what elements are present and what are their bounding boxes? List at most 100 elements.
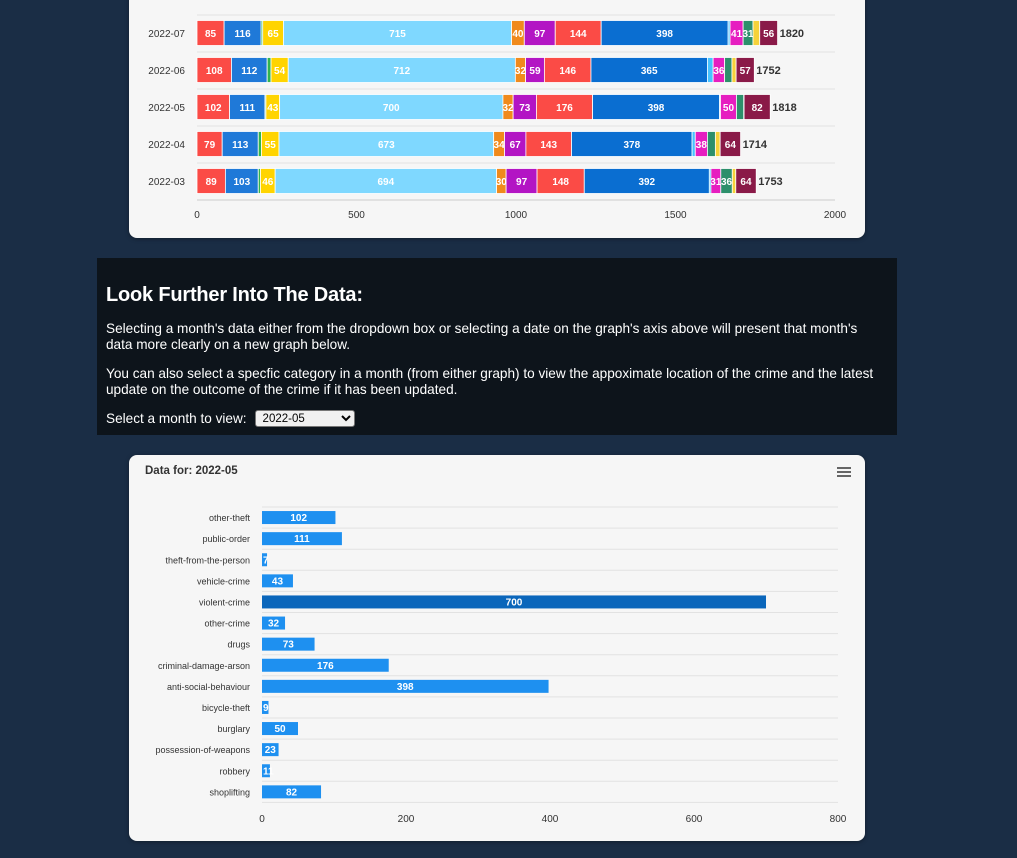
stacked-bar-segment[interactable] <box>590 57 708 83</box>
data-label: 89 <box>206 177 218 188</box>
category-bar[interactable] <box>262 658 389 672</box>
total-label: 1752 <box>756 65 780 77</box>
stacked-bar-segment[interactable] <box>196 20 225 46</box>
section-heading: Look Further Into The Data: <box>106 284 363 306</box>
stacked-bar-segment[interactable] <box>231 57 268 83</box>
x-tick-label: 1500 <box>664 210 687 221</box>
month-select[interactable]: 2022-05 <box>254 410 355 427</box>
instructions-paragraph-2: You can also select a specfic category i… <box>106 366 874 397</box>
stacked-bar-segment[interactable] <box>583 168 710 194</box>
data-label: 64 <box>725 140 737 151</box>
data-label: 7 <box>263 555 269 566</box>
stacked-bar-segment[interactable] <box>707 131 716 157</box>
data-label: 715 <box>389 29 406 40</box>
data-label: 111 <box>294 534 310 545</box>
stacked-bar-segment[interactable] <box>543 57 592 83</box>
data-label: 398 <box>648 103 665 114</box>
category-bar[interactable] <box>262 700 269 714</box>
stacked-bar-segment[interactable] <box>592 94 720 120</box>
stacked-bar-segment[interactable] <box>714 131 721 157</box>
category-bar[interactable] <box>262 532 342 546</box>
data-explorer-panel: Look Further Into The Data: Selecting a … <box>97 258 897 435</box>
y-axis-label: bicycle-theft <box>202 703 251 713</box>
stacked-bar-segment[interactable] <box>536 168 585 194</box>
data-label: 36 <box>721 177 733 188</box>
data-label: 85 <box>205 29 217 40</box>
stacked-bar-chart: 2022-07 85 116 65 715 40 97 144 398 41 31 56 1820202… <box>148 14 847 221</box>
stacked-bar-segment[interactable] <box>257 131 262 157</box>
data-label: 97 <box>534 29 546 40</box>
stacked-bar-segment[interactable] <box>731 168 737 194</box>
y-axis-label: other-theft <box>209 513 251 523</box>
category-bar[interactable] <box>262 785 322 799</box>
data-label: 176 <box>556 103 573 114</box>
data-label: 108 <box>206 66 223 77</box>
chart-menu-icon[interactable] <box>837 467 851 479</box>
category-bar[interactable] <box>262 764 270 778</box>
category-bar[interactable] <box>262 574 293 588</box>
data-label: 9 <box>263 703 269 714</box>
stacked-bar-segment[interactable] <box>724 57 733 83</box>
data-label: 102 <box>205 103 222 114</box>
stacked-bar-segment[interactable] <box>759 20 778 46</box>
category-bar[interactable] <box>262 679 549 693</box>
x-tick-label: 200 <box>398 814 415 825</box>
data-label: 65 <box>268 29 280 40</box>
data-label: 57 <box>740 66 752 77</box>
data-label: 41 <box>731 29 743 40</box>
category-bar[interactable] <box>262 743 279 757</box>
stacked-bar-segment[interactable] <box>736 94 745 120</box>
stacked-bar-segment[interactable] <box>266 57 272 83</box>
stacked-bar-segment[interactable] <box>224 168 259 194</box>
y-axis-label[interactable]: 2022-07 <box>148 29 185 40</box>
stacked-bar-segment[interactable] <box>743 94 771 120</box>
data-label: 112 <box>241 66 258 77</box>
stacked-bar-segment[interactable] <box>571 131 693 157</box>
data-label: 673 <box>378 140 395 151</box>
stacked-bar-segment[interactable] <box>735 168 757 194</box>
data-label: 31 <box>743 29 755 40</box>
y-axis-label: theft-from-the-person <box>165 555 250 565</box>
stacked-bar-segment[interactable] <box>554 20 602 46</box>
data-label: 378 <box>623 140 640 151</box>
stacked-bar-segment[interactable] <box>229 94 266 120</box>
data-label: 43 <box>267 103 279 114</box>
stacked-bar-segment[interactable] <box>525 131 572 157</box>
stacked-bar-segment[interactable] <box>279 94 504 120</box>
stacked-bar-segment[interactable] <box>196 94 230 120</box>
y-axis-label[interactable]: 2022-06 <box>148 66 185 77</box>
x-tick-label: 0 <box>259 814 265 825</box>
stacked-bar-segment[interactable] <box>752 20 761 46</box>
category-bar[interactable] <box>262 553 268 567</box>
category-bar[interactable] <box>262 722 298 736</box>
data-label: 97 <box>516 177 528 188</box>
y-axis-label[interactable]: 2022-03 <box>148 177 185 188</box>
y-axis-label[interactable]: 2022-05 <box>148 103 185 114</box>
data-label: 32 <box>515 66 527 77</box>
y-axis-label: possession-of-weapons <box>155 745 250 755</box>
stacked-bar-segment[interactable] <box>196 131 223 157</box>
stacked-bar-segment[interactable] <box>735 57 755 83</box>
stacked-bar-segment[interactable] <box>196 57 232 83</box>
category-bar[interactable] <box>262 637 315 651</box>
y-axis-label: robbery <box>219 766 250 776</box>
data-label: 36 <box>713 66 725 77</box>
category-bar[interactable] <box>262 595 766 609</box>
y-axis-label[interactable]: 2022-04 <box>148 140 185 151</box>
stacked-bar-segment[interactable] <box>731 57 737 83</box>
stacked-bar-segment[interactable] <box>719 131 741 157</box>
data-label: 64 <box>740 177 752 188</box>
category-bar[interactable] <box>262 511 336 525</box>
category-bar[interactable] <box>262 616 286 630</box>
stacked-bar-segment[interactable] <box>707 57 714 83</box>
data-label: 32 <box>502 103 514 114</box>
data-label: 54 <box>274 66 286 77</box>
data-label: 116 <box>235 29 252 40</box>
stacked-bar-segment[interactable] <box>274 168 497 194</box>
y-axis-label: shoplifting <box>209 787 250 797</box>
data-label: 32 <box>268 619 280 630</box>
y-axis-label: criminal-damage-arson <box>158 661 250 671</box>
stacked-bar-segment[interactable] <box>278 131 495 157</box>
data-label: 40 <box>512 29 524 40</box>
data-label: 82 <box>752 103 764 114</box>
